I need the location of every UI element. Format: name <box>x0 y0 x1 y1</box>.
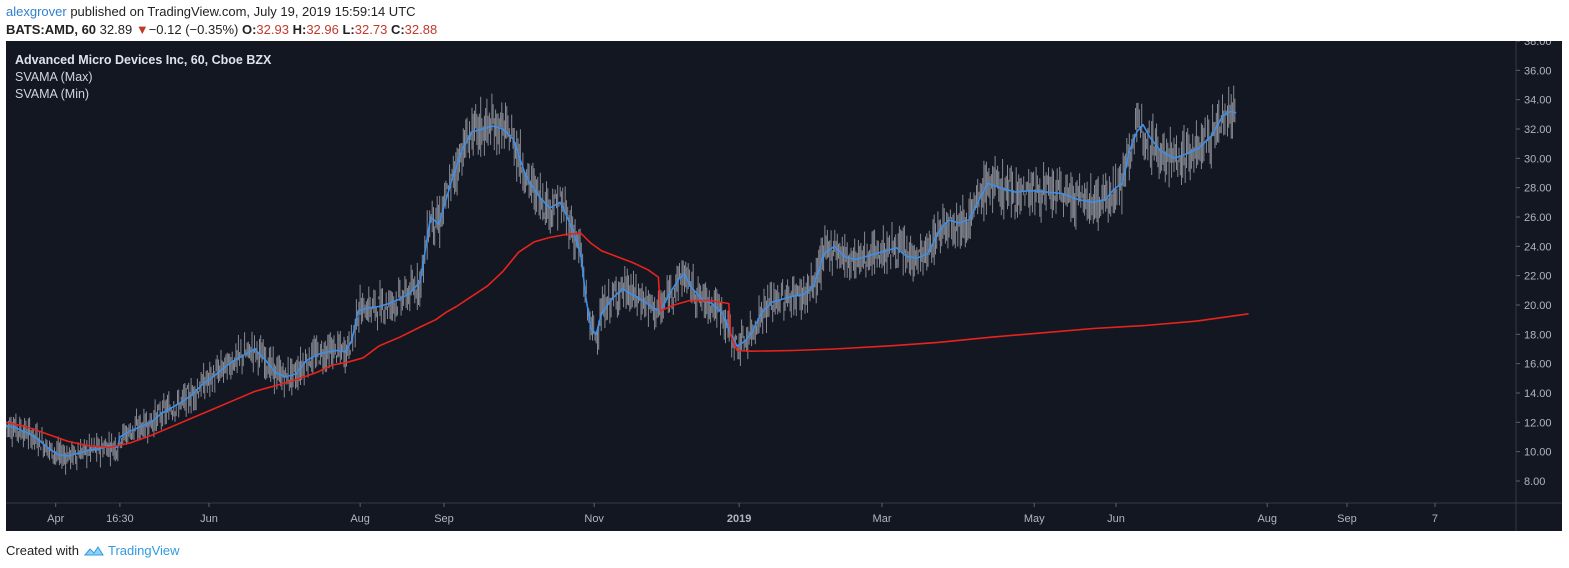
y-tick-label: 18.00 <box>1524 329 1552 341</box>
open-label: O: <box>241 22 257 37</box>
x-tick-label: May <box>1024 513 1045 525</box>
x-tick-label: Mar <box>873 513 892 525</box>
chart-area[interactable]: 38.00 36.00 34.00 32.00 30.00 28.00 26.00 24.00… <box>6 36 1562 531</box>
publish-info: alexgrover published on TradingView.com,… <box>6 4 416 19</box>
y-tick-label: 24.00 <box>1524 241 1552 253</box>
chart-background <box>6 41 1562 531</box>
symbol-quote-line: BATS:AMD, 60 32.89 ▼−0.12 (−0.35%) O:32.… <box>6 22 437 37</box>
x-tick-label: Jun <box>1107 513 1125 525</box>
legend-svama-max: SVAMA (Max) <box>15 70 93 84</box>
price-bars <box>6 85 1236 475</box>
high-label: H: <box>292 22 307 37</box>
tradingview-link[interactable]: TradingView <box>107 543 180 558</box>
symbol-label: BATS:AMD, 60 <box>6 22 97 37</box>
high-value: 32.96 <box>306 22 339 37</box>
x-tick-label: 7 <box>1432 513 1438 525</box>
y-tick-label: 32.00 <box>1524 124 1552 136</box>
legend-title: Advanced Micro Devices Inc, 60, Cboe BZX <box>15 53 272 67</box>
x-tick-label: Aug <box>350 513 370 525</box>
price-chart[interactable]: 38.00 36.00 34.00 32.00 30.00 28.00 26.00 24.00… <box>6 36 1562 531</box>
svama-min-line <box>6 232 1249 449</box>
x-tick-label: 2019 <box>727 513 751 525</box>
y-tick-label: 28.00 <box>1524 183 1552 195</box>
y-tick-label: 10.00 <box>1524 447 1552 459</box>
y-tick-label: 20.00 <box>1524 300 1552 312</box>
y-tick-label: 12.00 <box>1524 417 1552 429</box>
created-with-text: Created with <box>6 543 79 558</box>
tradingview-cloud-icon <box>83 545 104 555</box>
y-tick-label: 26.00 <box>1524 212 1552 224</box>
x-tick-label: Apr <box>47 513 64 525</box>
last-price: 32.89 <box>99 22 133 37</box>
price-change: −0.12 (−0.35%) <box>148 22 239 37</box>
x-tick-label: 16:30 <box>106 513 134 525</box>
y-tick-label: 16.00 <box>1524 359 1552 371</box>
svama-max-line <box>6 110 1237 457</box>
x-tick-label: Sep <box>434 513 454 525</box>
x-tick-label: Aug <box>1257 513 1277 525</box>
y-tick-label: 22.00 <box>1524 271 1552 283</box>
y-tick-label: 38.00 <box>1524 41 1552 48</box>
close-label: C: <box>390 22 405 37</box>
down-arrow-icon: ▼ <box>135 22 149 37</box>
x-tick-label: Jun <box>200 513 218 525</box>
close-value: 32.88 <box>404 22 438 37</box>
y-tick-label: 14.00 <box>1524 388 1552 400</box>
y-tick-label: 8.00 <box>1524 476 1545 488</box>
published-text: published on TradingView.com, July 19, 2… <box>70 4 416 19</box>
footer: Created with TradingView <box>6 543 180 558</box>
x-tick-label: Nov <box>584 513 604 525</box>
y-tick-label: 30.00 <box>1524 153 1552 165</box>
y-tick-label: 36.00 <box>1524 65 1552 77</box>
y-tick-label: 34.00 <box>1524 95 1552 107</box>
author-link[interactable]: alexgrover <box>6 4 67 19</box>
low-label: L: <box>342 22 355 37</box>
chart-legend: Advanced Micro Devices Inc, 60, Cboe BZX… <box>15 53 272 101</box>
x-tick-label: Sep <box>1337 513 1357 525</box>
legend-svama-min: SVAMA (Min) <box>15 87 89 101</box>
low-value: 32.73 <box>354 22 388 37</box>
open-value: 32.93 <box>256 22 289 37</box>
